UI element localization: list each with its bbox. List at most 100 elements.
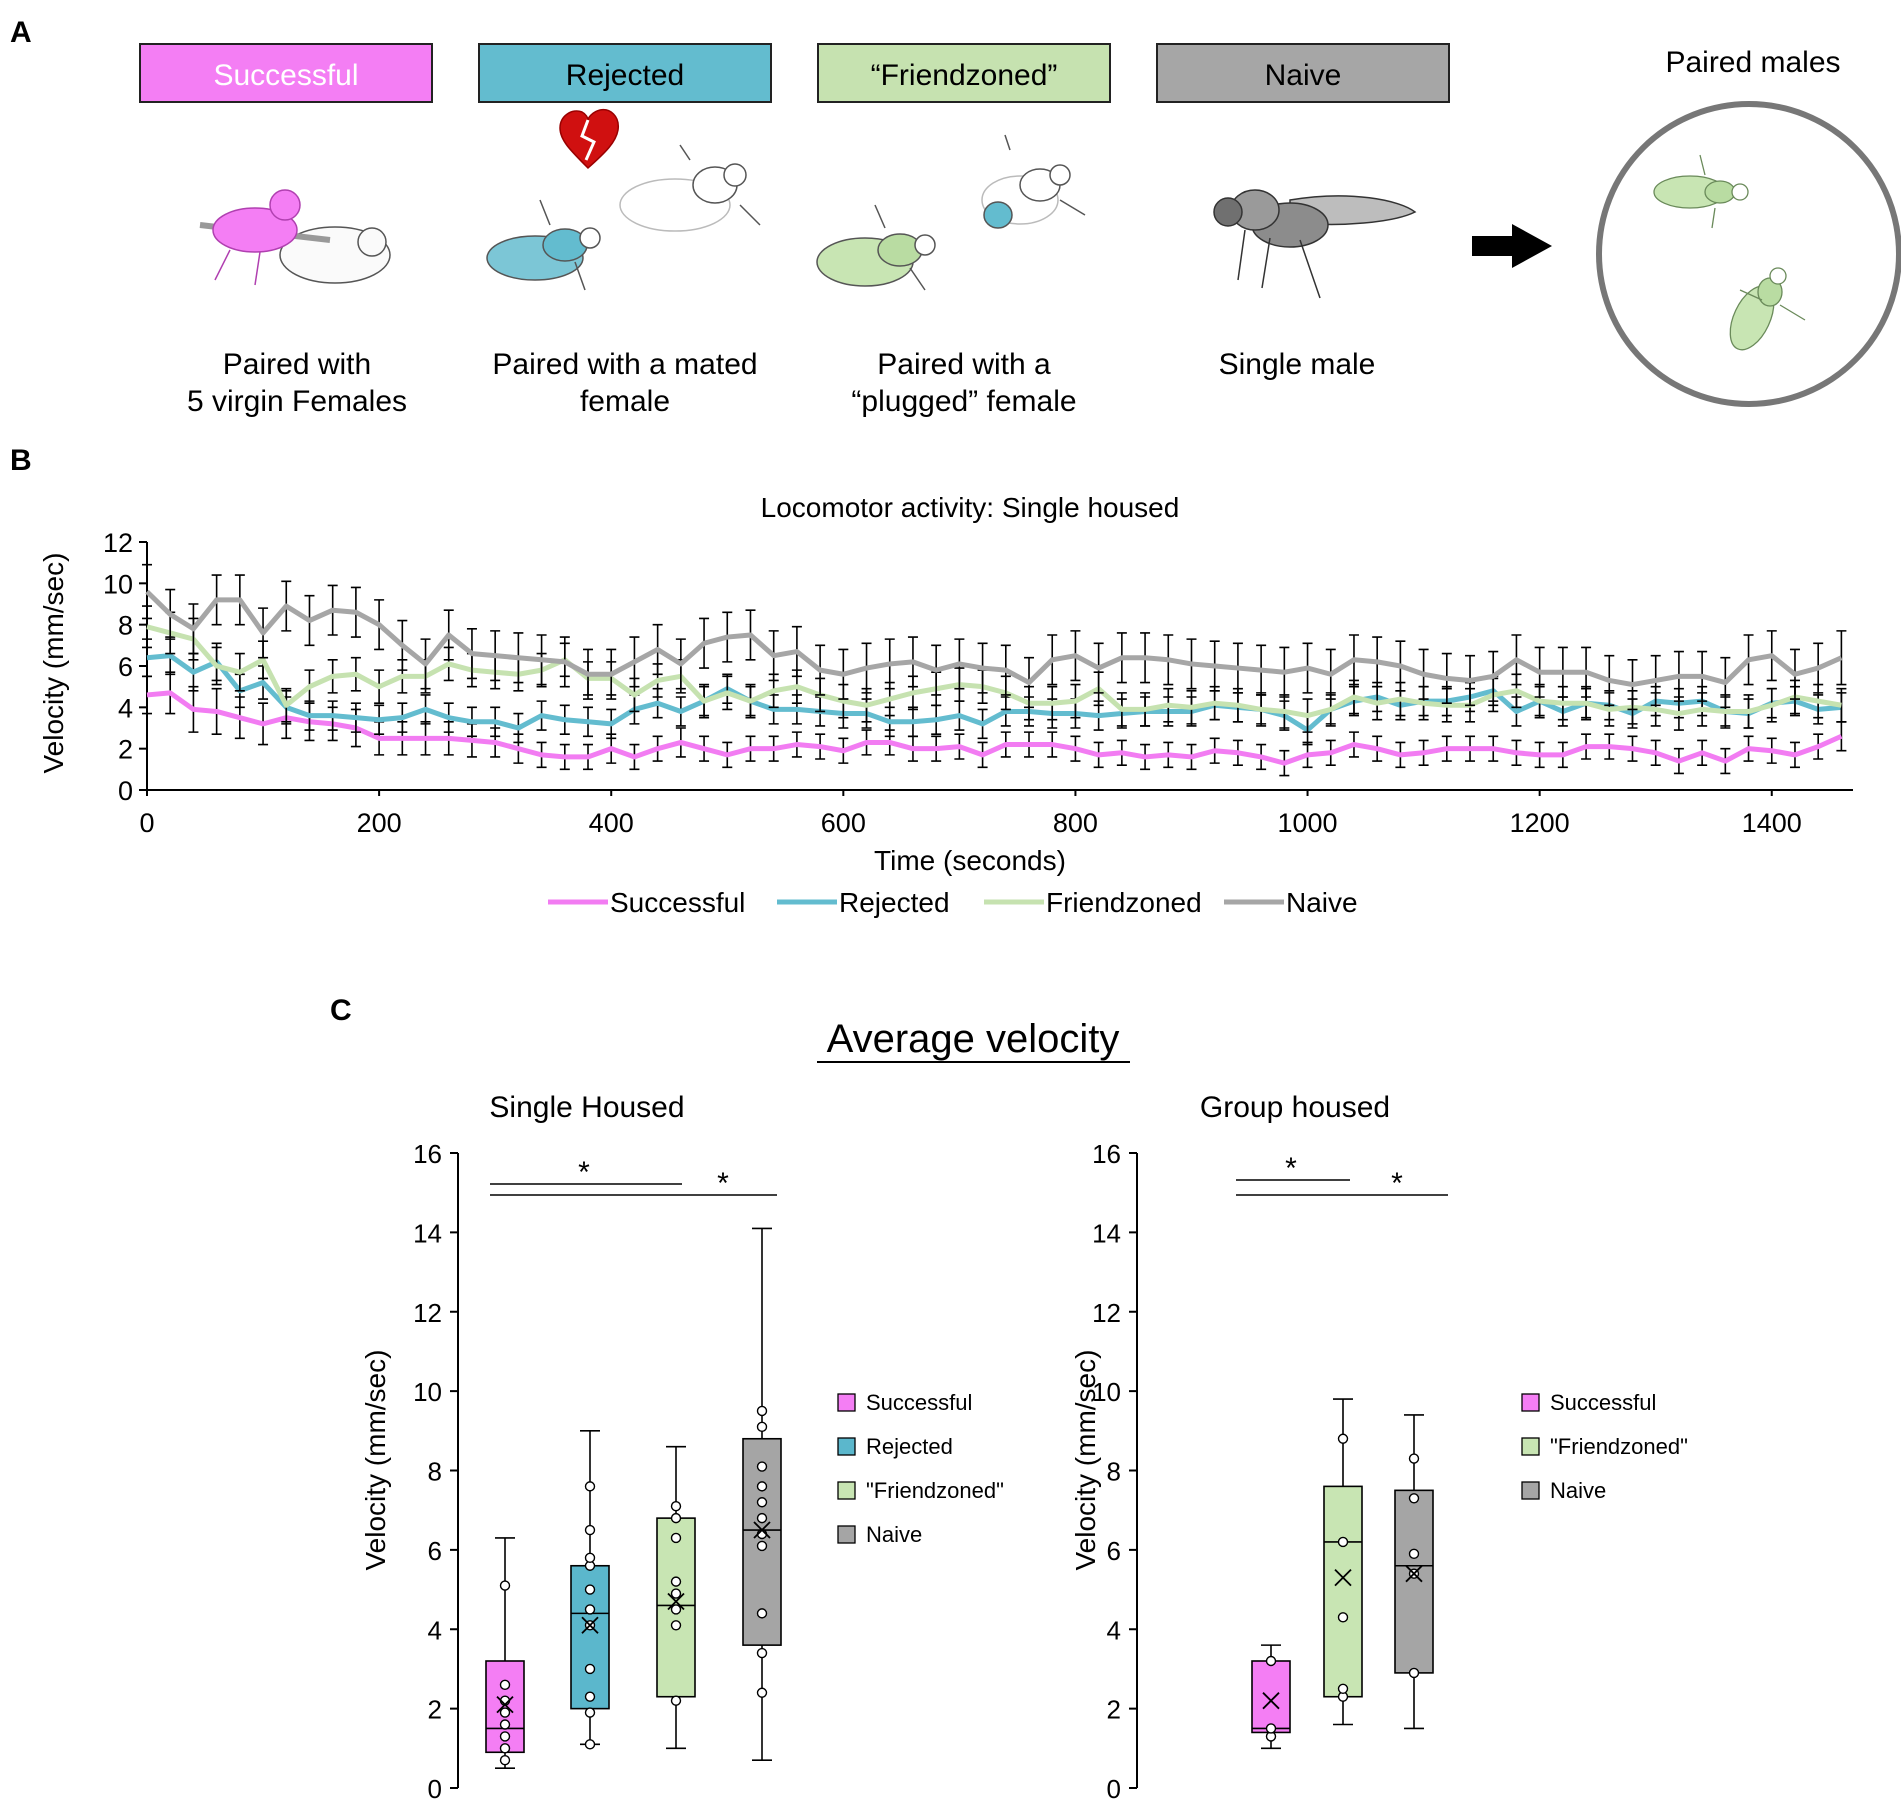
data-point: [584, 1739, 596, 1750]
box-body: [1323, 1485, 1363, 1698]
y-tick-label: 2: [1107, 1695, 1121, 1725]
x-tick-label: 1400: [1742, 808, 1802, 838]
box-plot-group-housed-title: Group housed: [1200, 1091, 1390, 1124]
y-tick-label: 8: [428, 1457, 442, 1487]
label-box-rejected: [478, 43, 772, 103]
data-point: [499, 1743, 511, 1754]
data-point: [1337, 1683, 1349, 1694]
line-chart-title: Locomotor activity: Single housed: [761, 492, 1180, 523]
data-point: [1408, 1453, 1420, 1464]
y-tick-label: 0: [1107, 1774, 1121, 1799]
broken-heart-icon: [559, 108, 619, 170]
legend-label-rejected: Rejected: [839, 887, 950, 918]
panel-letter-b: B: [10, 444, 32, 477]
data-point: [756, 1481, 768, 1492]
data-point: [499, 1731, 511, 1742]
line-friendzoned: [146, 624, 1842, 719]
series-naive: [142, 563, 1847, 711]
data-point: [1408, 1548, 1420, 1560]
data-point: [756, 1497, 768, 1508]
data-point: [670, 1604, 682, 1615]
legend-label-friendzoned: "Friendzoned": [866, 1478, 1004, 1503]
data-point: [1337, 1433, 1349, 1444]
mean-marker: [496, 1696, 514, 1714]
data-point: [499, 1580, 511, 1591]
box-plot-single-housed-title: Single Housed: [489, 1091, 684, 1124]
data-point: [756, 1461, 768, 1472]
data-point: [584, 1663, 596, 1675]
x-tick-label: 200: [357, 808, 402, 838]
data-point: [584, 1707, 596, 1718]
x-tick-label: 400: [589, 808, 634, 838]
y-tick-label: 6: [428, 1536, 442, 1566]
data-point: [499, 1755, 511, 1766]
legend-swatch-successful: [837, 1393, 856, 1412]
caption-naive: Single male: [1219, 348, 1376, 381]
x-tick-label: 800: [1053, 808, 1098, 838]
data-point: [1337, 1536, 1349, 1548]
data-point: [499, 1707, 511, 1718]
box-plot-group-housed: Group housed Velocity (mm/sec) 0 2 4 6 8 10 12…: [1070, 1091, 1688, 1799]
data-point: [756, 1687, 768, 1698]
data-point: [1408, 1667, 1420, 1679]
data-point: [670, 1501, 682, 1512]
line-chart-legend: Successful Rejected Friendzoned Naive: [548, 887, 1358, 918]
data-point: [584, 1524, 596, 1536]
data-point: [670, 1588, 682, 1599]
data-point: [756, 1608, 768, 1619]
data-point: [499, 1679, 511, 1691]
data-point: [499, 1719, 511, 1730]
mean-marker: [1405, 1565, 1423, 1583]
panel-a: Successful Rejected “Friendzoned” Naive: [139, 43, 1901, 418]
arena-fly-2-illustration: [1729, 267, 1806, 351]
data-point: [584, 1584, 596, 1595]
y-tick-label: 4: [118, 693, 133, 723]
data-point: [756, 1421, 768, 1433]
y-tick-label: 0: [428, 1774, 442, 1799]
y-tick-label: 12: [1092, 1298, 1121, 1328]
box-rejected: [570, 1430, 610, 1750]
y-tick-label: 8: [118, 611, 133, 641]
box-plot-single-housed: Single Housed Velocity (mm/sec) 0 2 4 6 8 10 1…: [360, 1091, 1004, 1799]
y-tick-label: 16: [413, 1139, 442, 1169]
fly-naive-illustration: [1213, 189, 1417, 299]
caption-rejected-line1: Paired with a mated: [492, 348, 757, 381]
y-tick-label: 12: [413, 1298, 442, 1328]
box-naive: [1394, 1414, 1434, 1730]
data-point: [1337, 1612, 1349, 1623]
box-friendzoned: [1323, 1398, 1363, 1726]
x-tick-label: 0: [139, 808, 154, 838]
label-box-friendzoned: [817, 43, 1111, 103]
y-tick-label: 10: [1092, 1377, 1121, 1407]
box-body: [656, 1517, 696, 1698]
paired-males-title: Paired males: [1665, 46, 1840, 79]
caption-successful-line2: 5 virgin Females: [187, 385, 407, 418]
box-friendzoned: [656, 1445, 696, 1750]
data-point: [670, 1576, 682, 1587]
data-point: [756, 1647, 768, 1659]
y-tick-label: 6: [118, 652, 133, 682]
y-tick-label: 10: [103, 569, 133, 599]
legend-swatch-successful: [1521, 1393, 1540, 1412]
data-point: [584, 1691, 596, 1702]
panel-letter-a: A: [10, 16, 32, 49]
y-tick-label: 4: [1107, 1615, 1121, 1645]
data-point: [1265, 1655, 1277, 1667]
caption-friendzoned-line2: “plugged” female: [851, 385, 1076, 418]
legend-swatch-naive: [1521, 1481, 1540, 1500]
y-tick-label: 10: [413, 1377, 442, 1407]
data-point: [670, 1512, 682, 1524]
y-tick-label: 14: [413, 1218, 442, 1248]
y-tick-label: 2: [118, 735, 133, 765]
x-tick-label: 1200: [1510, 808, 1570, 838]
label-box-naive: [1156, 43, 1450, 103]
legend-label-successful: Successful: [610, 887, 745, 918]
caption-rejected-line2: female: [580, 385, 670, 418]
label-box-successful: [139, 43, 433, 103]
line-rejected: [146, 653, 1842, 733]
fly-friendzoned-illustration: [816, 134, 1086, 291]
x-tick-label: 600: [821, 808, 866, 838]
y-tick-label: 6: [1107, 1536, 1121, 1566]
label-rejected: Rejected: [566, 59, 684, 92]
